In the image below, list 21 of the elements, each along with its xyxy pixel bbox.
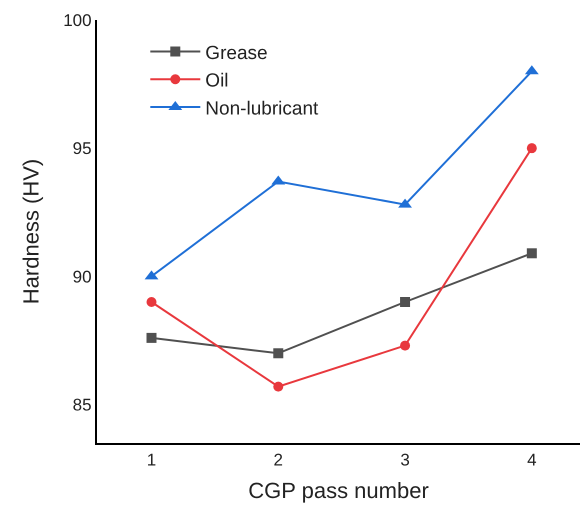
x-axis-title: CGP pass number bbox=[248, 478, 429, 503]
point bbox=[526, 248, 537, 258]
x-tick-label: 3 bbox=[400, 450, 410, 470]
y-tick-label: 90 bbox=[72, 267, 92, 286]
x-tick-label: 4 bbox=[527, 450, 537, 470]
point bbox=[273, 382, 284, 392]
y-tick-label: 100 bbox=[63, 10, 92, 30]
legend-label: Oil bbox=[205, 70, 229, 92]
point bbox=[273, 348, 284, 358]
x-tick-label: 1 bbox=[146, 450, 156, 470]
x-tick-label: 2 bbox=[274, 450, 284, 470]
y-tick-label: 95 bbox=[72, 139, 92, 158]
legend-label: Grease bbox=[205, 42, 268, 64]
point bbox=[146, 332, 157, 343]
y-axis-title: Hardness (HV) bbox=[18, 158, 44, 304]
point bbox=[526, 143, 537, 154]
legend-label: Non-lubricant bbox=[205, 98, 320, 120]
point bbox=[400, 297, 410, 307]
point bbox=[400, 340, 410, 351]
point bbox=[146, 297, 157, 307]
y-tick-label: 85 bbox=[72, 396, 92, 414]
